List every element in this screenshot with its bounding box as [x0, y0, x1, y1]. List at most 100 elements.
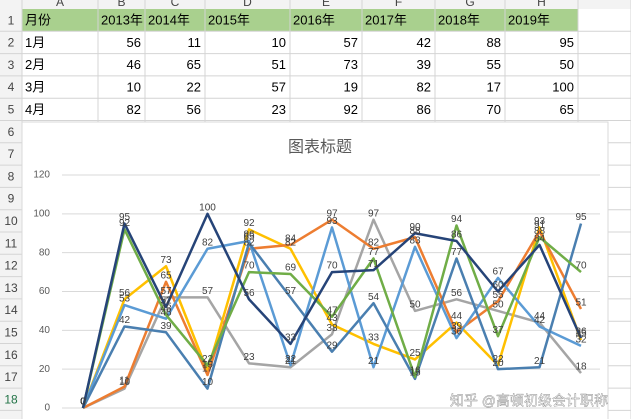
value-cell: 92 [344, 102, 358, 117]
data-label: 97 [368, 208, 380, 219]
data-label: 42 [119, 315, 131, 326]
header-cell: 2014年 [148, 13, 190, 28]
series-line [81, 212, 583, 409]
row-number: 4 [8, 80, 15, 94]
data-label: 0 [80, 397, 86, 408]
data-label: 55 [492, 290, 504, 301]
month-cell: 1月 [25, 35, 45, 50]
row-number: 1 [8, 13, 15, 27]
data-label: 90 [409, 222, 421, 233]
data-label: 77 [368, 247, 380, 258]
data-label: 33 [368, 333, 380, 344]
header-row-fill [22, 9, 578, 32]
data-label: 46 [160, 307, 172, 318]
data-label: 0 [80, 397, 86, 408]
data-label: 65 [160, 270, 172, 281]
data-label: 70 [575, 261, 587, 272]
data-label: 23 [243, 352, 255, 363]
data-label: 83 [409, 235, 421, 246]
row-number: 6 [8, 125, 15, 139]
data-label: 43 [326, 313, 338, 324]
data-label: 37 [492, 325, 504, 336]
value-cell: 57 [272, 79, 286, 94]
header-cell: 2017年 [365, 13, 407, 28]
data-label: 82 [368, 237, 380, 248]
chart-area[interactable] [21, 121, 609, 419]
y-tick-label: 100 [33, 208, 50, 219]
data-label: 17 [202, 364, 214, 375]
data-label: 85 [243, 232, 255, 243]
data-label: 69 [285, 263, 297, 274]
value-cell: 86 [417, 102, 431, 117]
data-label: 92 [243, 218, 255, 229]
data-label: 47 [326, 305, 338, 316]
data-label: 73 [160, 255, 172, 266]
row-number: 11 [5, 236, 18, 250]
row-number: 12 [4, 259, 18, 273]
row-number: 8 [8, 169, 15, 183]
value-cell: 17 [487, 79, 501, 94]
y-tick-label: 0 [44, 403, 50, 414]
row-number: 16 [4, 348, 18, 362]
data-label: 86 [243, 230, 255, 241]
data-label: 20 [492, 358, 504, 369]
data-label: 70 [243, 261, 255, 272]
data-label: 54 [368, 292, 380, 303]
value-cell: 55 [487, 57, 501, 72]
header-cell: 2015年 [208, 13, 250, 28]
data-label: 57 [160, 286, 172, 297]
value-cell: 22 [187, 79, 201, 94]
data-label: 32 [575, 335, 587, 346]
data-label: 0 [80, 397, 86, 408]
data-label: 29 [326, 340, 338, 351]
column-letter: C [171, 0, 180, 9]
data-label: 82 [285, 237, 297, 248]
column-letter: B [117, 0, 125, 9]
value-cell: 51 [272, 57, 286, 72]
value-cell: 23 [272, 102, 286, 117]
series-line [81, 226, 582, 409]
data-label: 0 [80, 397, 86, 408]
data-label: 33 [285, 333, 297, 344]
data-label: 22 [285, 354, 297, 365]
data-label: 53 [119, 294, 131, 305]
data-label: 86 [451, 230, 463, 241]
series-line [81, 223, 583, 409]
data-label: 0 [80, 397, 86, 408]
data-label: 21 [368, 356, 380, 367]
value-cell: 10 [272, 35, 286, 50]
data-label: 71 [368, 259, 380, 270]
cells: 月份 2013年 2014年 2015年 2016年 2017年 2018年 2019年 1月 5… [25, 13, 574, 117]
data-label: 88 [534, 226, 546, 237]
column-letter: E [322, 0, 330, 9]
data-label: 91 [534, 220, 546, 231]
row-number: 15 [4, 326, 18, 340]
data-label: 88 [409, 226, 421, 237]
month-cell: 2月 [25, 57, 45, 72]
header-cell: 2013年 [101, 13, 143, 28]
value-cell: 39 [417, 57, 431, 72]
header-cell: 2019年 [508, 13, 550, 28]
value-cell: 95 [560, 35, 574, 50]
data-label: 0 [80, 397, 86, 408]
data-label: 42 [534, 315, 546, 326]
column-letter: G [465, 0, 474, 9]
row-number: 18 [4, 392, 18, 406]
data-label: 38 [326, 323, 338, 334]
header-cell: 2016年 [293, 13, 335, 28]
data-label: 82 [243, 237, 255, 248]
data-label: 93 [534, 216, 546, 227]
watermark: 知乎 @高顿初级会计职称 [450, 393, 608, 409]
data-label: 84 [534, 234, 546, 245]
series-line [82, 218, 583, 410]
data-label: 48 [160, 303, 172, 314]
value-cell: 88 [487, 35, 501, 50]
row-number: 13 [4, 281, 18, 295]
data-label: 36 [575, 327, 587, 338]
value-cell: 42 [417, 35, 431, 50]
data-label: 56 [119, 288, 131, 299]
value-cell: 50 [560, 57, 574, 72]
y-tick-label: 20 [39, 364, 51, 375]
